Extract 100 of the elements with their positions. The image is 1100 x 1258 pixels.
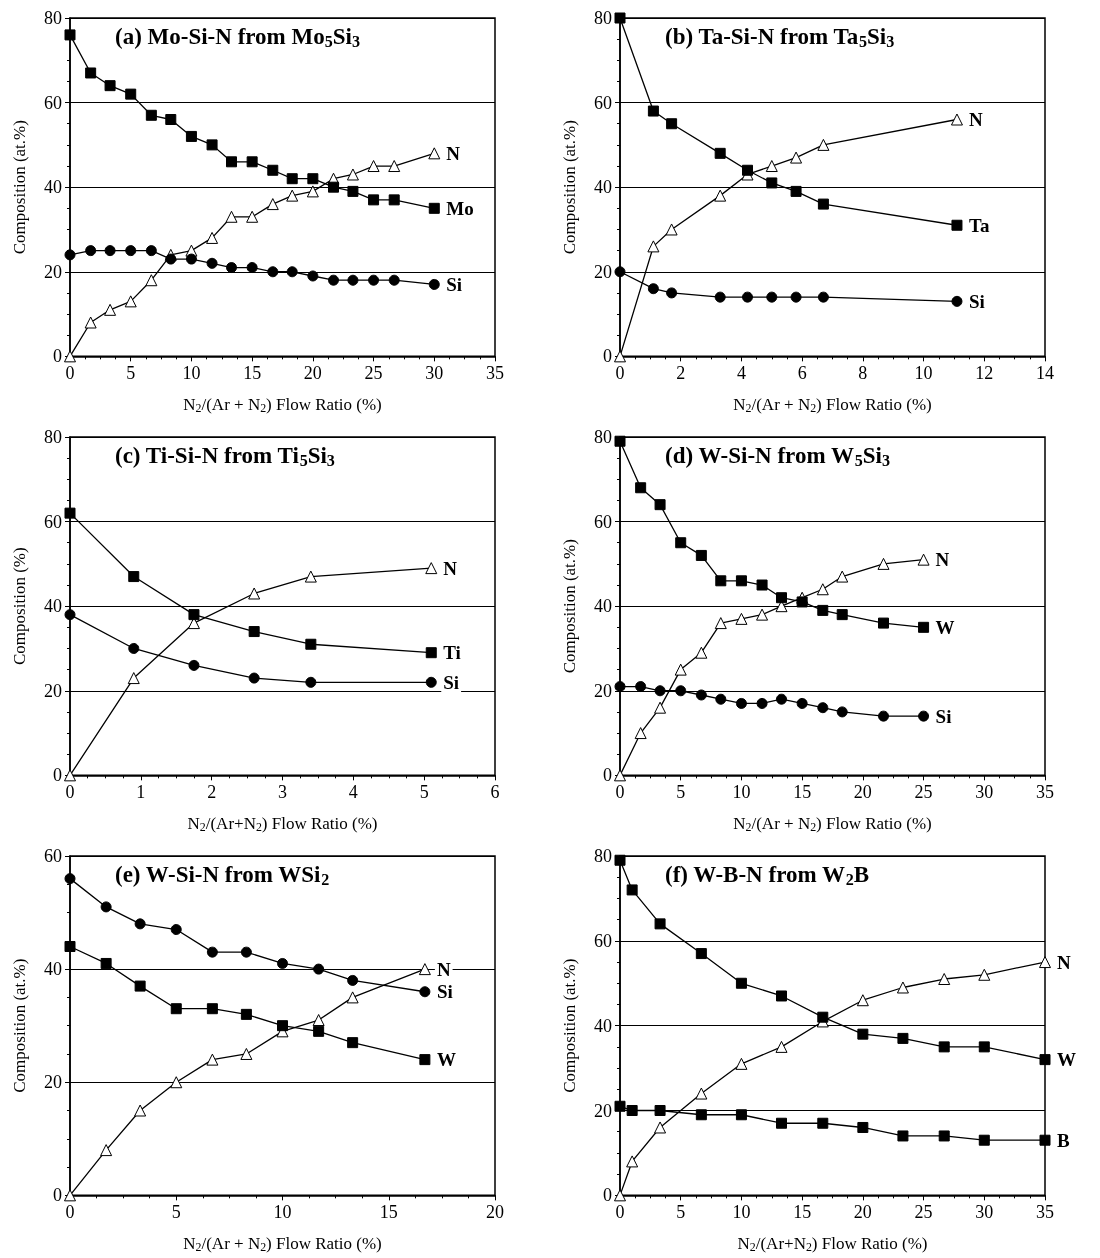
point (347, 974, 359, 986)
point (64, 249, 76, 261)
point (428, 147, 441, 160)
point (938, 1041, 950, 1053)
point (695, 549, 707, 561)
point (742, 291, 753, 303)
point (918, 710, 930, 722)
series-label: Si (935, 705, 952, 727)
y-tick-label: 40 (44, 177, 62, 198)
point (856, 994, 869, 1007)
point (817, 291, 829, 303)
point (897, 1032, 909, 1044)
x-tick-label: 15 (243, 363, 262, 384)
point (64, 873, 76, 885)
point (428, 202, 440, 214)
series-label: N (968, 109, 983, 131)
x-tick-label: 3 (278, 782, 287, 803)
point (248, 587, 261, 600)
point (277, 957, 288, 969)
point (328, 181, 339, 193)
point (170, 1076, 183, 1089)
y-tick-label: 80 (594, 8, 612, 28)
x-tick-label: 10 (732, 782, 751, 803)
point (128, 642, 140, 654)
point (735, 612, 748, 625)
point (857, 1028, 869, 1040)
point (419, 1054, 431, 1066)
point (626, 884, 638, 896)
y-tick-label: 0 (53, 765, 62, 786)
x-tick-label: 5 (126, 363, 136, 384)
point (312, 1014, 325, 1027)
point (240, 946, 252, 958)
y-tick-label: 80 (594, 846, 612, 866)
point (246, 210, 259, 223)
point (428, 278, 440, 290)
point (306, 185, 319, 198)
point (313, 1025, 325, 1037)
point (776, 1117, 787, 1129)
point (951, 219, 963, 231)
point (64, 940, 76, 952)
point (878, 710, 889, 722)
point (305, 638, 317, 650)
point (654, 918, 666, 930)
point (695, 948, 707, 960)
point (1039, 956, 1051, 969)
point (735, 1109, 747, 1121)
series-label: N (446, 142, 461, 164)
point (816, 583, 829, 596)
point (206, 257, 218, 269)
point (127, 672, 140, 685)
point (626, 1155, 639, 1168)
point (666, 118, 678, 130)
y-tick-label: 60 (44, 846, 62, 866)
point (145, 109, 157, 121)
series-label: N (436, 958, 451, 980)
x-tick-label: 4 (736, 363, 746, 384)
point (714, 617, 727, 630)
y-tick-label: 40 (594, 1015, 612, 1036)
y-axis-title: Composition (at.%) (560, 120, 579, 255)
point (857, 1121, 869, 1133)
point (165, 253, 177, 265)
point (978, 1134, 990, 1146)
point (766, 291, 778, 303)
point (666, 287, 678, 299)
point (206, 231, 219, 244)
point (877, 557, 890, 570)
point (654, 685, 666, 697)
point (104, 303, 117, 316)
point (307, 173, 319, 185)
x-tick-label: 25 (364, 363, 383, 384)
point (100, 1144, 113, 1157)
point (635, 482, 647, 494)
y-tick-label: 20 (44, 261, 62, 282)
point (286, 173, 298, 185)
x-tick-label: 30 (425, 363, 444, 384)
x-tick-label: 10 (732, 1202, 751, 1223)
point (100, 957, 112, 969)
point (654, 701, 667, 714)
point (756, 579, 768, 591)
point (226, 156, 237, 168)
point (64, 507, 76, 519)
y-axis-title: Composition (at.%) (10, 120, 29, 255)
point (425, 562, 438, 575)
y-tick-label: 20 (594, 1100, 612, 1121)
point (85, 67, 97, 79)
y-tick-label: 60 (594, 930, 612, 951)
point (134, 918, 146, 930)
point (951, 295, 963, 307)
y-tick-label: 60 (44, 92, 62, 113)
point (614, 12, 626, 24)
point (614, 1100, 626, 1112)
point (240, 1008, 252, 1020)
x-tick-label: 25 (914, 782, 933, 803)
point (347, 185, 359, 197)
x-tick-label: 4 (348, 782, 358, 803)
point (425, 676, 437, 688)
series-label: Si (443, 671, 460, 693)
x-tick-label: 35 (486, 363, 504, 384)
point (938, 973, 951, 986)
series-label: N (935, 549, 950, 571)
